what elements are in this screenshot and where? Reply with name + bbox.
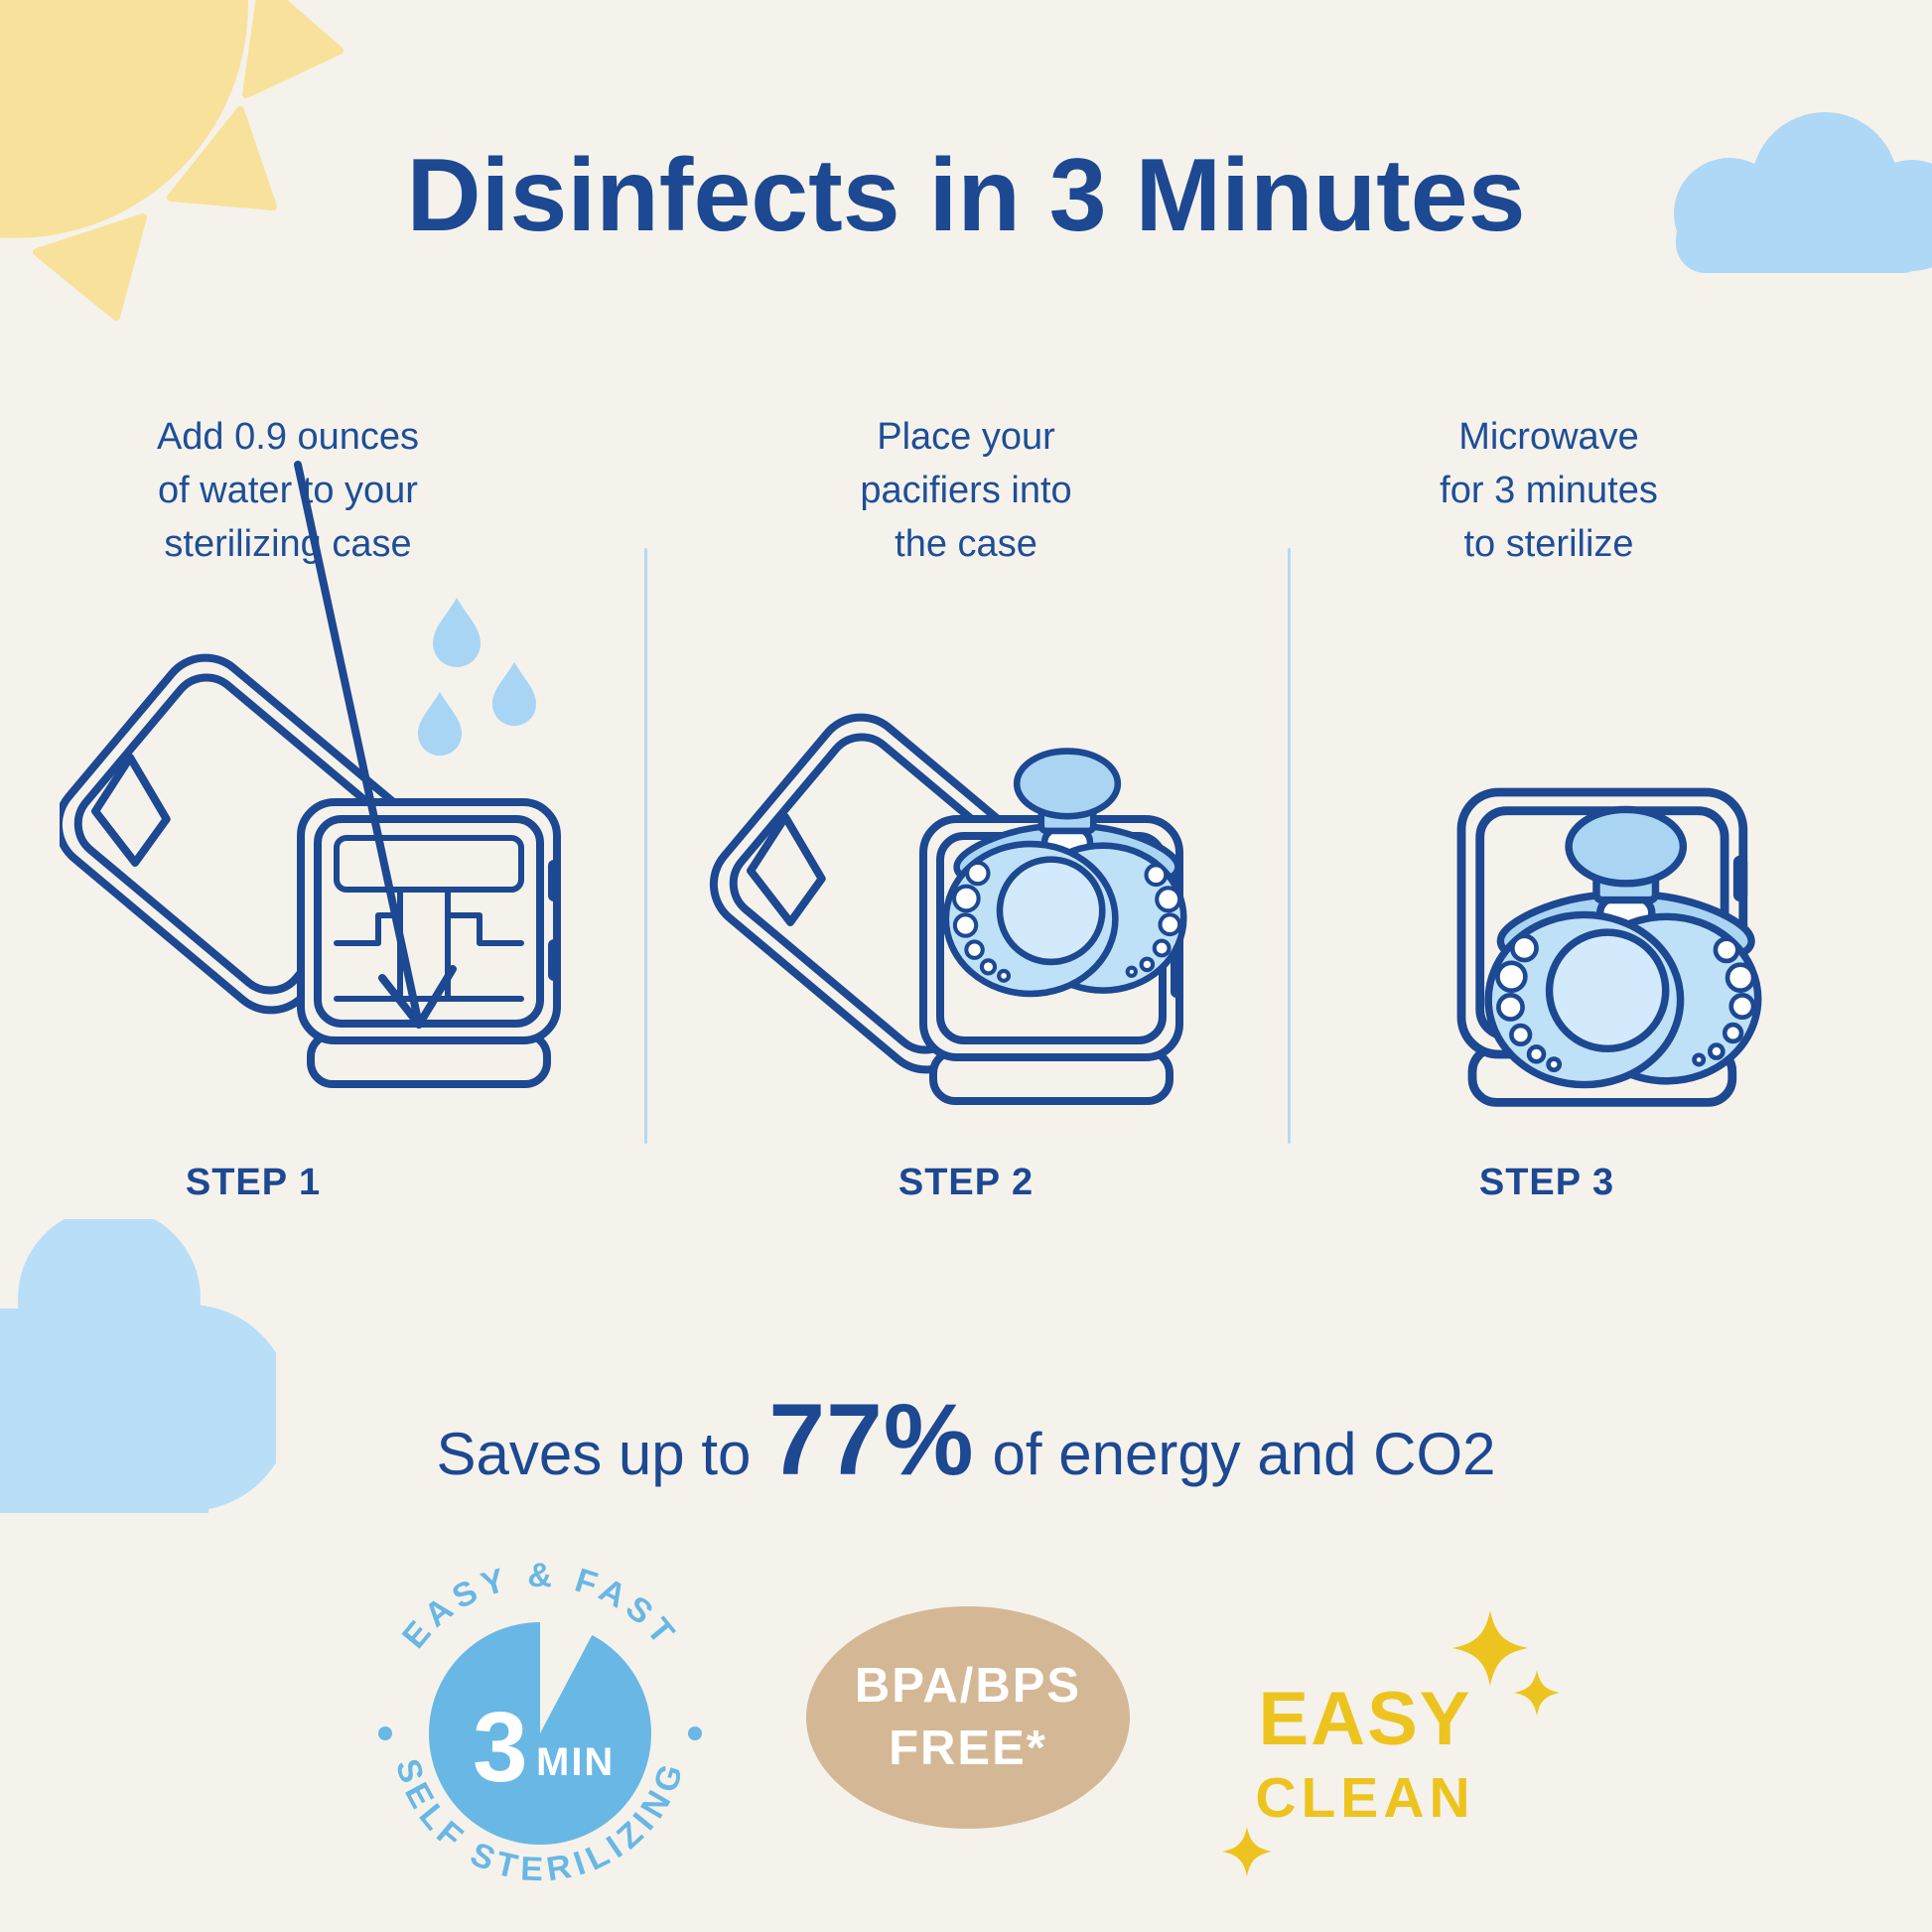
step3-microwave-case-illustration — [1420, 762, 1817, 1112]
easy-clean-line2: CLEAN — [1255, 1766, 1475, 1830]
arrow-down-icon — [294, 461, 457, 1029]
step2-line1: Place your — [877, 416, 1055, 458]
bpa-free-badge: BPA/BPS FREE* — [806, 1606, 1130, 1829]
step3-line3: to sterilize — [1463, 522, 1634, 565]
sparkle-icon — [1222, 1827, 1272, 1876]
step2-description: Place your pacifiers into the case — [738, 411, 1194, 572]
easy-clean-line1: EASY — [1258, 1677, 1472, 1761]
self-sterilizing-timer-badge: 3 MIN EASY & FAST SELF STERILIZING — [378, 1557, 702, 1888]
ring-dot — [688, 1726, 702, 1740]
step1-line3: sterilizing case — [164, 522, 412, 565]
savings-prefix: Saves up to — [436, 1421, 752, 1487]
column-divider — [644, 548, 647, 1144]
step1-line1: Add 0.9 ounces — [156, 416, 420, 458]
page-title: Disinfects in 3 Minutes — [406, 138, 1526, 253]
step1-description: Add 0.9 ounces of water to your steriliz… — [60, 411, 516, 572]
cloud-icon — [1674, 112, 1932, 273]
bpa-line2: FREE* — [889, 1722, 1047, 1775]
step2-case-with-pacifier-illustration — [695, 596, 1251, 1152]
pacifier-icon — [946, 752, 1183, 994]
savings-suffix: of energy and CO2 — [992, 1421, 1496, 1487]
step3-line2: for 3 minutes — [1440, 469, 1658, 511]
sparkle-icon — [1514, 1670, 1560, 1716]
sun-icon — [0, 0, 344, 321]
ring-dot — [378, 1726, 392, 1740]
step1-label: STEP 1 — [185, 1162, 322, 1203]
timer-pie-notch — [540, 1614, 596, 1733]
step3-label: STEP 3 — [1478, 1162, 1615, 1203]
column-divider — [1288, 548, 1291, 1144]
step1-open-case-illustration — [60, 461, 616, 1122]
step2-label: STEP 2 — [897, 1162, 1035, 1203]
timer-unit: MIN — [536, 1740, 615, 1784]
timer-value: 3 — [473, 1692, 528, 1803]
easy-clean-badge: EASY CLEAN — [1216, 1588, 1623, 1916]
step2-line2: pacifiers into — [860, 469, 1072, 511]
step3-description: Microwave for 3 minutes to sterilize — [1320, 411, 1777, 572]
step2-line3: the case — [895, 522, 1037, 565]
bpa-line1: BPA/BPS — [854, 1659, 1082, 1714]
cloud-icon — [0, 1219, 276, 1513]
savings-percentage: 77% — [768, 1383, 975, 1496]
step3-line1: Microwave — [1458, 416, 1639, 458]
step1-line2: of water to your — [158, 469, 418, 511]
savings-statement: Saves up to 77% of energy and CO2 — [0, 1382, 1932, 1498]
water-drop-icon — [417, 598, 537, 757]
